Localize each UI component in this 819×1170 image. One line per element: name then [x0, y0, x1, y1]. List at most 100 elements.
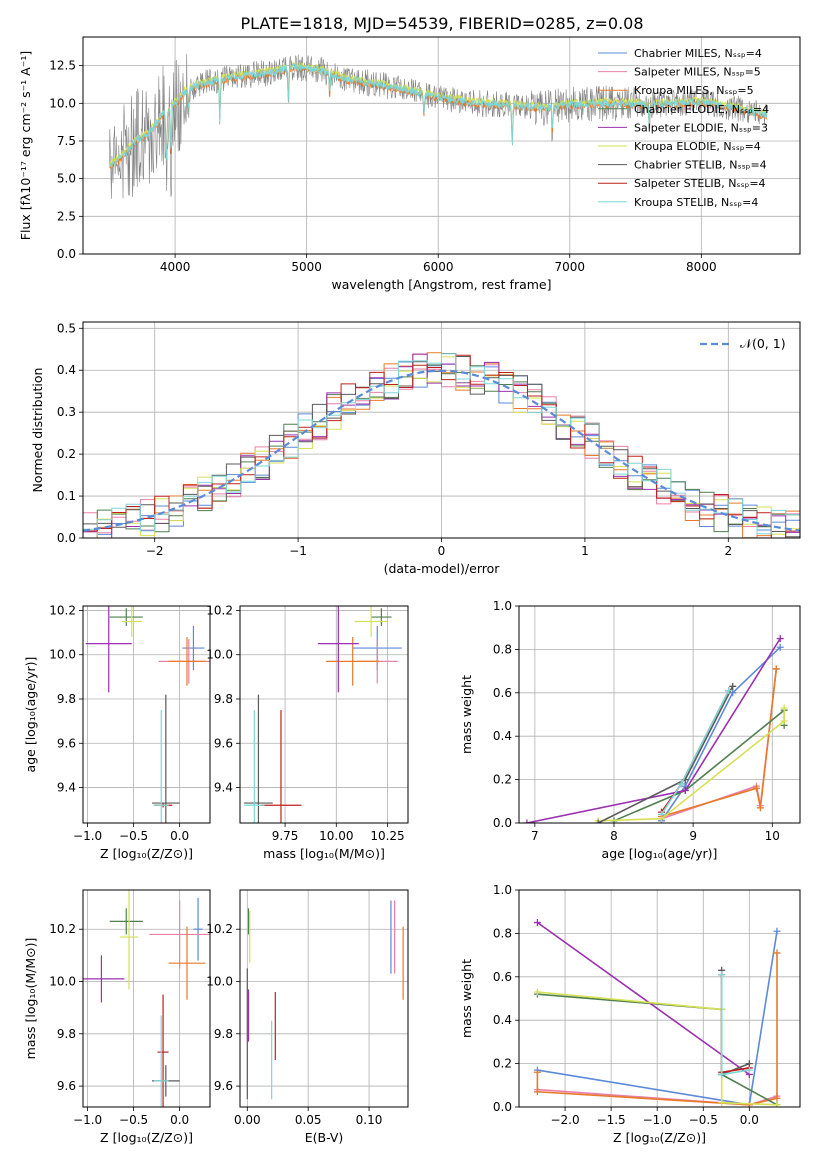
axes-frame — [239, 889, 409, 1108]
marker-kroupa_miles — [773, 949, 781, 957]
line-chabrier_miles — [660, 646, 781, 822]
plot-area-mass_vs_Z — [83, 890, 210, 1107]
x-axis-label: (data-model)/error — [384, 561, 501, 576]
y-axis-label: mass weight — [459, 675, 474, 754]
y-tick-label: 10.0 — [49, 648, 76, 662]
legend-label-chabrier_stelib: Chabrier STELIB, Nₛₛₚ=4 — [634, 159, 767, 172]
x-tick-label: 9.75 — [272, 829, 299, 843]
x-axis-label: Z [log₁₀(Z/Z⊙)] — [613, 1130, 706, 1145]
y-tick-label: 9.8 — [214, 692, 233, 706]
line-chabrier_stelib — [720, 970, 750, 1076]
x-tick-label: 8000 — [686, 260, 717, 274]
plot-area-age_vs_mass — [244, 606, 402, 823]
plot-area-massweight_vs_age — [523, 635, 788, 823]
marker-salpeter_elodie — [533, 919, 541, 927]
y-tick-label: 10.2 — [49, 922, 76, 936]
x-tick-label: 8 — [610, 829, 618, 843]
y-tick-label: 0.8 — [493, 926, 512, 940]
axes-frame — [239, 605, 409, 824]
legend: 𝒩(0, 1) — [700, 336, 786, 351]
y-tick-label: 0.2 — [57, 447, 76, 461]
line-chabrier_stelib — [597, 685, 734, 823]
y-tick-label: 0.6 — [493, 686, 512, 700]
y-tick-label: 0.2 — [493, 1057, 512, 1071]
panel-mass_vs_ebv: 0.00 0.05 0.10 9.6 9.8 10.0 10.2 E(B-V) — [206, 889, 409, 1145]
y-tick-label: 10.0 — [49, 975, 76, 989]
plot-area-age_vs_Z — [85, 606, 210, 823]
y-tick-label: 9.8 — [57, 1027, 76, 1041]
line-kroupa_miles — [661, 668, 778, 818]
y-tick-label: 1.0 — [493, 599, 512, 613]
y-tick-label: 1.0 — [493, 883, 512, 897]
marker-kroupa_stelib — [725, 687, 733, 695]
y-tick-label: 12.5 — [49, 59, 76, 73]
marker-chabrier_miles — [776, 643, 784, 651]
line-kroupa_stelib — [720, 974, 750, 1076]
y-tick-label: 0.0 — [57, 247, 76, 261]
marker-kroupa_miles — [745, 1101, 753, 1107]
x-tick-label: 0 — [438, 544, 446, 558]
marker-kroupa_elodie — [718, 1099, 726, 1107]
legend-label-salpeter_miles: Salpeter MILES, Nₛₛₚ=5 — [634, 66, 761, 79]
x-tick-label: 5000 — [291, 260, 322, 274]
x-tick-label: 10.25 — [370, 829, 404, 843]
legend-label-chabrier_elodie: Chabrier ELODIE, Nₛₛₚ=4 — [634, 103, 769, 116]
axes-frame — [518, 889, 801, 1108]
x-tick-label: 2 — [724, 544, 732, 558]
marker-kroupa_stelib — [718, 971, 726, 979]
axes-frame — [518, 605, 801, 824]
marker-kroupa_elodie — [780, 717, 788, 725]
plot-area-mass_vs_ebv — [246, 900, 404, 1100]
y-tick-label: 5.0 — [57, 172, 76, 186]
x-tick-label: 0.0 — [740, 1113, 759, 1127]
y-tick-label: 9.6 — [57, 1079, 76, 1093]
panel-mass_vs_Z: −1.0 −0.5 0.0 9.6 9.8 10.0 10.2 Z [log₁₀(Z/Z⊙)]… — [23, 889, 211, 1145]
y-tick-label: 0.4 — [493, 729, 512, 743]
marker-kroupa_miles — [772, 665, 780, 673]
line-kroupa_elodie — [598, 708, 785, 822]
x-tick-label: 6000 — [423, 260, 454, 274]
x-tick-label: 0.00 — [234, 1113, 261, 1127]
x-tick-label: −1.0 — [73, 1113, 102, 1127]
y-tick-label: 9.4 — [214, 781, 233, 795]
y-tick-label: 2.5 — [57, 209, 76, 223]
plot-area-spectrum — [108, 53, 768, 199]
axes-frame — [82, 605, 211, 824]
x-tick-label: −2.0 — [550, 1113, 579, 1127]
y-tick-label: 0.4 — [57, 363, 76, 377]
model-line-kroupa-stelib — [108, 63, 768, 169]
axes-frame — [82, 321, 801, 539]
legend-label-normal: 𝒩(0, 1) — [740, 336, 786, 351]
marker-kroupa_miles — [752, 784, 760, 792]
marker-kroupa_elodie — [533, 988, 541, 996]
y-tick-label: 7.5 — [57, 134, 76, 148]
y-tick-label: 9.4 — [57, 781, 76, 795]
y-tick-label: 10.0 — [206, 975, 233, 989]
y-tick-label: 0.0 — [493, 816, 512, 830]
legend-label-salpeter_stelib: Salpeter STELIB, Nₛₛₚ=4 — [634, 177, 766, 190]
y-tick-label: 0.6 — [493, 970, 512, 984]
line-salpeter_elodie — [536, 921, 750, 1076]
marker-kroupa_elodie — [780, 704, 788, 712]
y-tick-label: 0.5 — [57, 321, 76, 335]
plot-area-massweight_vs_Z — [533, 919, 781, 1107]
y-tick-label: 9.8 — [57, 692, 76, 706]
x-tick-label: 10.00 — [319, 829, 353, 843]
marker-kroupa_miles — [773, 1094, 781, 1102]
x-tick-label: −1.0 — [643, 1113, 672, 1127]
x-axis-label: mass [log₁₀(M/M⊙)] — [263, 846, 385, 861]
y-tick-label: 10.2 — [49, 603, 76, 617]
y-tick-label: 0.0 — [57, 531, 76, 545]
y-tick-label: 10.0 — [49, 96, 76, 110]
x-axis-label: age [log₁₀(age/yr)] — [602, 846, 718, 861]
marker-kroupa_miles — [533, 1068, 541, 1076]
x-tick-label: 4000 — [160, 260, 191, 274]
plot-area-residuals — [83, 352, 800, 538]
x-tick-label: 0.0 — [170, 829, 189, 843]
panel-residuals: −2 −1 0 1 2 0.0 0.1 0.2 0.3 0.4 0.5 (data-model)/er… — [30, 321, 801, 576]
y-tick-label: 0.3 — [57, 405, 76, 419]
y-axis-label: age [log₁₀(age/yr)] — [23, 657, 38, 773]
legend-label-chabrier_miles: Chabrier MILES, Nₛₛₚ=4 — [634, 47, 762, 60]
y-tick-label: 0.4 — [493, 1013, 512, 1027]
